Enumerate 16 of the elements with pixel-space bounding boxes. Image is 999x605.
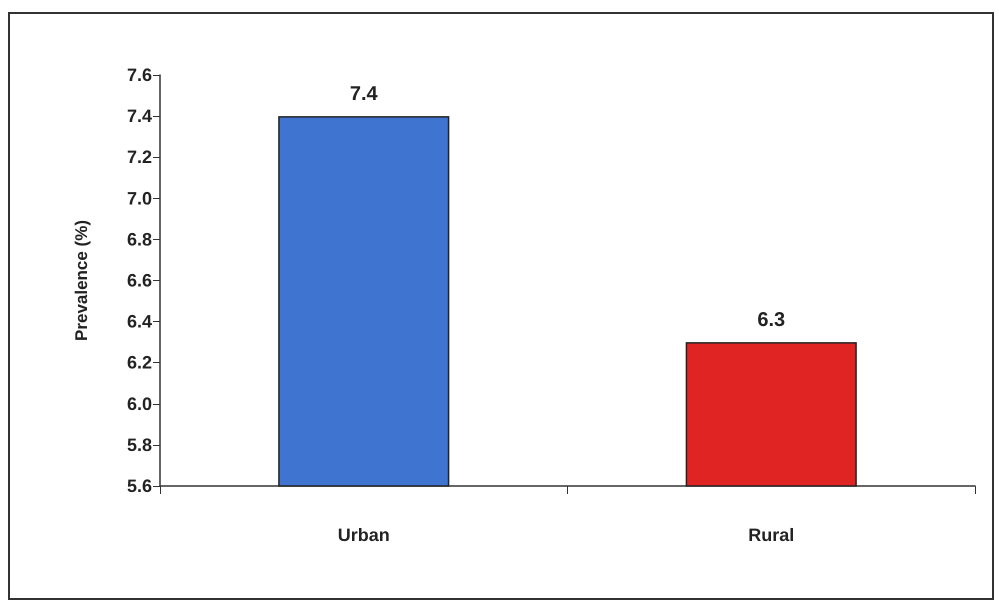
y-axis-title: Prevalence (%) — [72, 220, 91, 341]
y-tick-label: 6.4 — [126, 312, 152, 332]
data-label: 6.3 — [757, 309, 786, 332]
y-tick-label: 6.2 — [126, 352, 152, 373]
y-tick-label: 6.6 — [126, 270, 152, 290]
data-label: 7.4 — [350, 83, 379, 106]
y-tick-label: 6.0 — [126, 394, 152, 414]
y-tick-label: 5.6 — [126, 476, 152, 496]
y-tick-label: 7.0 — [126, 188, 152, 208]
x-tick-label: Rural — [748, 525, 794, 545]
y-tick-label: 7.4 — [126, 106, 152, 126]
y-tick-label: 7.2 — [126, 147, 152, 168]
x-tick-label: Urban — [338, 525, 390, 545]
y-tick-label: 5.8 — [126, 434, 152, 455]
y-tick-label: 7.6 — [126, 65, 152, 85]
y-tick-label: 6.8 — [126, 229, 152, 250]
